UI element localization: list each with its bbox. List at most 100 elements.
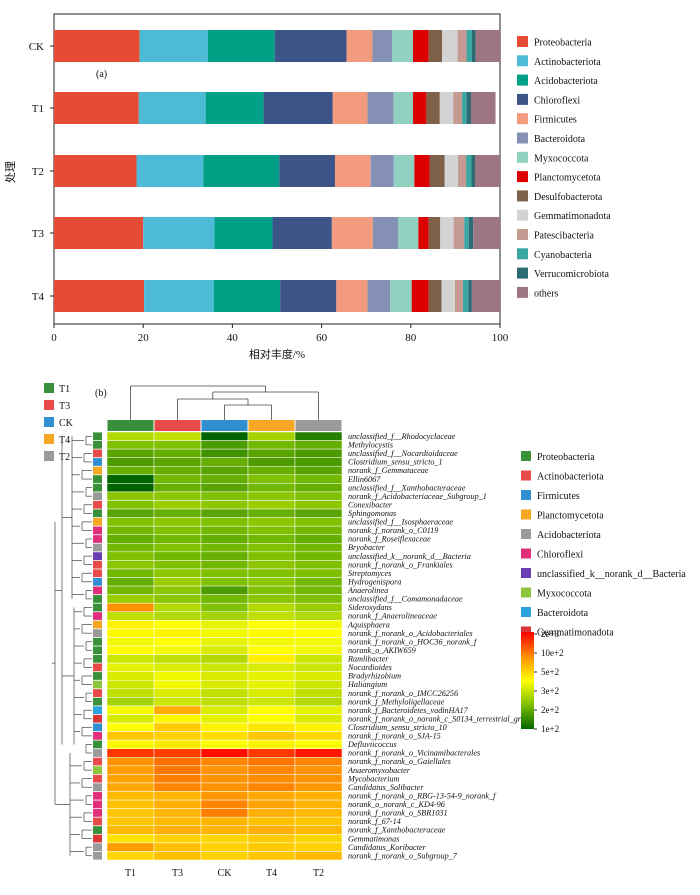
- colorbar-label: 1e+2: [541, 724, 559, 734]
- heat-cell: [247, 577, 296, 587]
- heat-cell: [247, 799, 296, 809]
- colorbar: [521, 632, 534, 729]
- legend-label: Desulfobacterota: [534, 192, 603, 203]
- legend-label: Myxococcota: [534, 153, 589, 164]
- column-legend-label: T1: [59, 384, 70, 395]
- bar-T3-gemmatimonadota: [440, 217, 454, 249]
- heat-cell: [200, 431, 249, 441]
- heat-cell: [200, 808, 249, 818]
- bar-T2-chloroflexi: [279, 155, 335, 187]
- legend-swatch-bacteroidota: [517, 132, 528, 144]
- bar-T3-patescibacteria: [453, 217, 465, 249]
- panel-a-stacked-bar-chart: CK T1 T2 T3 T4 0 20 40 60 80 100 相对丰度/% 处理 (a) Proteob…: [4, 13, 611, 361]
- heat-cell: [153, 508, 202, 518]
- heat-cell: [294, 500, 343, 510]
- bar-T3-acidobacteriota: [214, 217, 273, 249]
- heat-cell: [106, 594, 155, 604]
- heat-cell: [294, 525, 343, 535]
- bar-T4-patescibacteria: [454, 280, 463, 312]
- heat-cell: [247, 834, 296, 844]
- bar-T1-cyanobacteria: [462, 92, 467, 124]
- row-label: norank_f_norank_o_Vicinamibacterales: [348, 749, 480, 758]
- row-group-marker: [93, 440, 102, 449]
- heat-cell: [106, 620, 155, 630]
- bar-T2-verrucomicrobiota: [471, 155, 476, 187]
- heat-cell: [153, 594, 202, 604]
- heat-cell: [294, 602, 343, 613]
- legend-label: Acidobacteriota: [534, 76, 598, 87]
- bar-T1-proteobacteria: [54, 92, 139, 124]
- heat-cell: [153, 799, 202, 809]
- row-group-marker: [93, 535, 102, 543]
- group-legend-label: Gemmatimonadota: [537, 628, 614, 639]
- row-group-marker: [93, 732, 102, 740]
- x-tick-label: 80: [405, 332, 417, 344]
- bar-T3-bacteroidota: [372, 217, 399, 249]
- bar-T1-acidobacteriota: [205, 92, 264, 124]
- bar-T2-bacteroidota: [370, 155, 394, 187]
- heat-cell: [153, 697, 202, 707]
- heat-cell: [294, 517, 343, 527]
- row-group-marker: [93, 603, 102, 612]
- heat-cell: [294, 851, 343, 861]
- heat-cell: [153, 534, 202, 544]
- heat-cell: [106, 757, 155, 767]
- row-label: norank_f_norank_o_SJA-15: [348, 732, 441, 741]
- row-group-marker: [93, 637, 102, 646]
- heat-cell: [294, 808, 343, 818]
- heat-cell: [106, 645, 155, 655]
- heat-cell: [200, 654, 249, 664]
- bar-T3-firmicutes: [331, 217, 373, 249]
- bar-T4-actinobacteriota: [144, 280, 214, 312]
- panel-label-a: (a): [96, 69, 107, 80]
- legend-label: Chloroflexi: [534, 95, 580, 106]
- heat-cell: [247, 851, 296, 861]
- heat-cell: [153, 842, 202, 852]
- legend-swatch-chloroflexi: [517, 93, 528, 105]
- row-group-marker: [93, 672, 102, 680]
- heat-cell: [200, 825, 249, 835]
- heat-cell: [247, 774, 296, 784]
- heat-cell: [200, 799, 249, 809]
- heat-cell: [247, 645, 296, 655]
- heat-cell: [247, 483, 296, 493]
- heat-cell: [153, 739, 202, 749]
- heat-cell: [200, 474, 249, 484]
- bar-T4-verrucomicrobiota: [468, 280, 472, 312]
- heat-cell: [247, 816, 296, 827]
- heat-cell: [153, 679, 202, 690]
- group-legend-swatch: [521, 490, 531, 500]
- bar-CK-bacteroidota: [372, 30, 393, 62]
- bar-T1-bacteroidota: [367, 92, 394, 124]
- bar-T4-firmicutes: [336, 280, 368, 312]
- group-legend-swatch: [521, 568, 531, 578]
- row-label: Haliangium: [347, 680, 387, 689]
- row-label: norank_f_norank_o_norank_c_S0134_terrest…: [348, 714, 533, 723]
- bar-T2-proteobacteria: [54, 155, 137, 187]
- heat-cell: [247, 782, 296, 792]
- heat-cell: [200, 457, 249, 467]
- heat-cell: [106, 671, 155, 681]
- heat-cell: [247, 508, 296, 518]
- heat-cell: [294, 465, 343, 476]
- row-label: norank_o_AKIW659: [348, 646, 416, 655]
- row-label: Candidatus_Solibacter: [348, 783, 424, 792]
- heat-cell: [294, 731, 343, 741]
- row-group-marker: [93, 826, 102, 834]
- heat-cell: [106, 808, 155, 818]
- heat-cell: [153, 637, 202, 647]
- row-label: unclassified_f__Isosphaeraceae: [348, 518, 453, 527]
- heat-cell: [294, 671, 343, 681]
- heat-cell: [106, 517, 155, 527]
- colorbar-label: 3e+2: [541, 686, 559, 696]
- column-color-bar-T2: [295, 420, 342, 431]
- heat-cell: [294, 577, 343, 587]
- row-label: norank_f_norank_o_C0119: [348, 526, 438, 535]
- row-label: unclassified_f__Xanthobacteraceae: [348, 483, 466, 492]
- heat-cell: [106, 705, 155, 715]
- column-color-bar-T3: [154, 420, 201, 431]
- heat-cell: [294, 474, 343, 484]
- colorbar-label: 2e+2: [541, 705, 559, 715]
- row-group-marker: [93, 518, 102, 526]
- colorbar-label: 2e+3: [541, 629, 560, 639]
